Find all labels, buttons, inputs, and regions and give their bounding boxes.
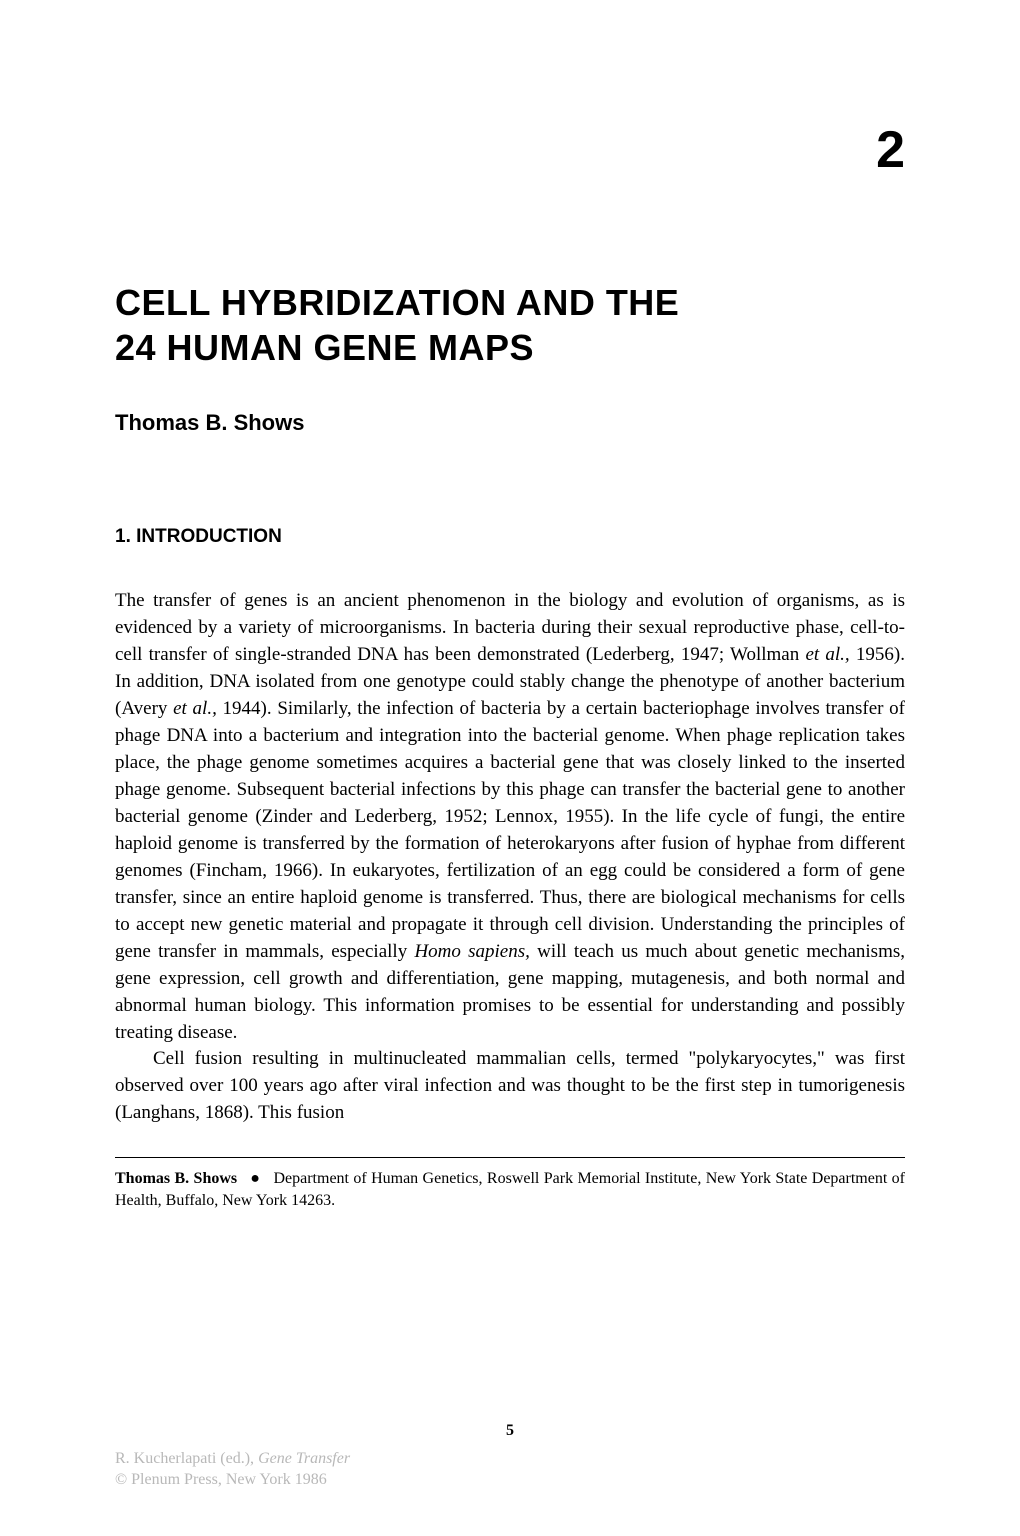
author-name: Thomas B. Shows: [115, 410, 905, 436]
paragraph-2: Cell fusion resulting in multinucleated …: [115, 1046, 905, 1127]
title-line-1: CELL HYBRIDIZATION AND THE: [115, 282, 679, 323]
footnote-author: Thomas B. Shows: [115, 1170, 237, 1187]
page-footer: 5 R. Kucherlapati (ed.), Gene Transfer ©…: [115, 1422, 905, 1491]
title-line-2: 24 HUMAN GENE MAPS: [115, 327, 534, 368]
italic-etal-2: et al.,: [173, 698, 217, 719]
section-title: INTRODUCTION: [136, 526, 282, 547]
body-text: The transfer of genes is an ancient phen…: [115, 588, 905, 1127]
footnote-divider: [115, 1157, 905, 1158]
para1-text-3: 1944). Similarly, the infection of bacte…: [115, 698, 905, 962]
para1-text: The transfer of genes is an ancient phen…: [115, 590, 905, 665]
section-number: 1.: [115, 526, 131, 547]
page-number: 5: [115, 1422, 905, 1440]
citation-publisher: © Plenum Press, New York 1986: [115, 1471, 327, 1488]
citation: R. Kucherlapati (ed.), Gene Transfer © P…: [115, 1448, 905, 1491]
paragraph-1: The transfer of genes is an ancient phen…: [115, 588, 905, 1046]
italic-homo-sapiens: Homo sapiens,: [414, 941, 529, 962]
section-heading: 1. INTRODUCTION: [115, 526, 905, 548]
citation-book-title: Gene Transfer: [258, 1450, 350, 1467]
footnote: Thomas B. Shows ● Department of Human Ge…: [115, 1168, 905, 1211]
bullet-icon: ●: [250, 1170, 260, 1187]
chapter-title: CELL HYBRIDIZATION AND THE 24 HUMAN GENE…: [115, 280, 905, 370]
italic-etal-1: et al.,: [805, 644, 849, 665]
citation-editor: R. Kucherlapati (ed.),: [115, 1450, 258, 1467]
chapter-number: 2: [115, 120, 905, 180]
